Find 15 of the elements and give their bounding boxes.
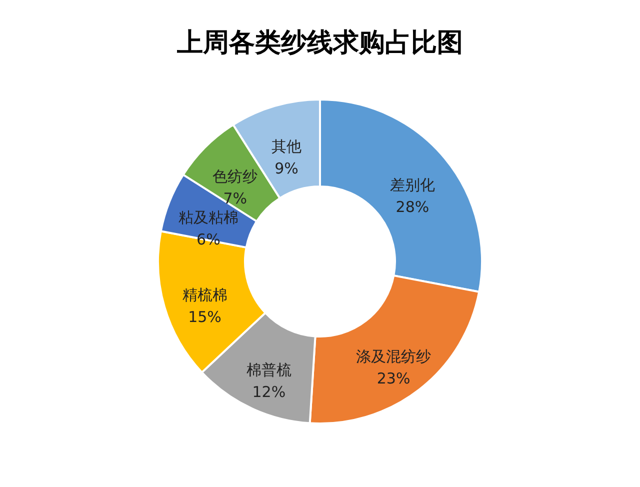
data-label: 6% (196, 230, 220, 248)
data-label: 28% (396, 198, 430, 216)
data-label: 23% (376, 369, 410, 388)
slice-label: 其他 (272, 137, 302, 156)
slice-label: 粘及粘棉 (178, 208, 238, 226)
slice-label: 差别化 (390, 176, 435, 194)
chart-title: 上周各类纱线求购占比图 (176, 28, 463, 58)
slice-label: 精梳棉 (182, 286, 228, 304)
slice-label: 色纺纱 (212, 168, 258, 186)
data-label: 9% (274, 159, 298, 178)
slice-label: 棉普梳 (246, 361, 292, 380)
data-label: 15% (188, 308, 222, 326)
data-label: 7% (223, 190, 248, 208)
slice-label: 涤及混纺纱 (356, 347, 432, 366)
data-label: 12% (252, 383, 286, 402)
